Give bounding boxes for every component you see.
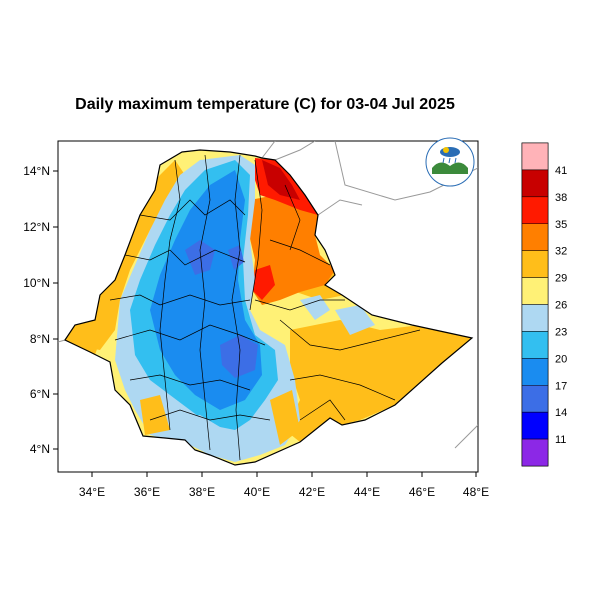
x-tick-label: 44°E	[354, 485, 380, 499]
colorbar-swatch	[521, 169, 549, 198]
x-tick-label: 42°E	[299, 485, 325, 499]
colorbar-swatch	[521, 331, 549, 359]
x-axis-labels: 34°E 36°E 38°E 40°E 42°E 44°E 46°E 48°E	[79, 485, 489, 499]
ethiopian-meteorology-institute-logo	[425, 137, 475, 187]
map-title: Daily maximum temperature (C) for 03-04 …	[75, 96, 455, 113]
colorbar-label: 14	[555, 407, 567, 419]
y-axis-labels: 4°N 6°N 8°N 10°N 12°N 14°N	[23, 164, 50, 456]
y-tick-label: 14°N	[23, 164, 50, 178]
colorbar-label: 23	[555, 326, 567, 338]
x-tick-label: 40°E	[244, 485, 270, 499]
colorbar-label: 29	[555, 273, 567, 285]
colorbar-label: 17	[555, 380, 567, 392]
x-tick-label: 36°E	[134, 485, 160, 499]
colorbar-swatch	[521, 358, 549, 386]
colorbar-label: 32	[555, 246, 567, 258]
colorbar-swatch	[521, 438, 549, 467]
colorbar-swatch	[521, 223, 549, 251]
colorbar-label: 26	[555, 300, 567, 312]
colorbar-label: 20	[555, 353, 567, 365]
colorbar: 41 38 35 32 29 26 23 20 17 14 11	[521, 142, 567, 467]
colorbar-label: 38	[555, 192, 567, 204]
x-tick-label: 46°E	[409, 485, 435, 499]
colorbar-swatch	[521, 250, 549, 278]
x-tick-label: 34°E	[79, 485, 105, 499]
colorbar-swatch	[521, 385, 549, 413]
y-tick-label: 4°N	[30, 442, 50, 456]
colorbar-label: 35	[555, 219, 567, 231]
colorbar-swatch	[521, 142, 549, 171]
admin-boundaries	[109, 154, 421, 461]
colorbar-label: 41	[555, 165, 567, 177]
x-tick-label: 48°E	[463, 485, 489, 499]
y-tick-label: 12°N	[23, 220, 50, 234]
y-tick-label: 10°N	[23, 276, 50, 290]
y-tick-label: 8°N	[30, 332, 50, 346]
y-tick-label: 6°N	[30, 387, 50, 401]
colorbar-swatch	[521, 411, 549, 440]
colorbar-label: 11	[555, 434, 566, 446]
axis-ticks	[53, 170, 477, 477]
colorbar-swatch	[521, 277, 549, 305]
colorbar-swatch	[521, 304, 549, 332]
colorbar-swatch	[521, 196, 549, 224]
x-tick-label: 38°E	[189, 485, 215, 499]
